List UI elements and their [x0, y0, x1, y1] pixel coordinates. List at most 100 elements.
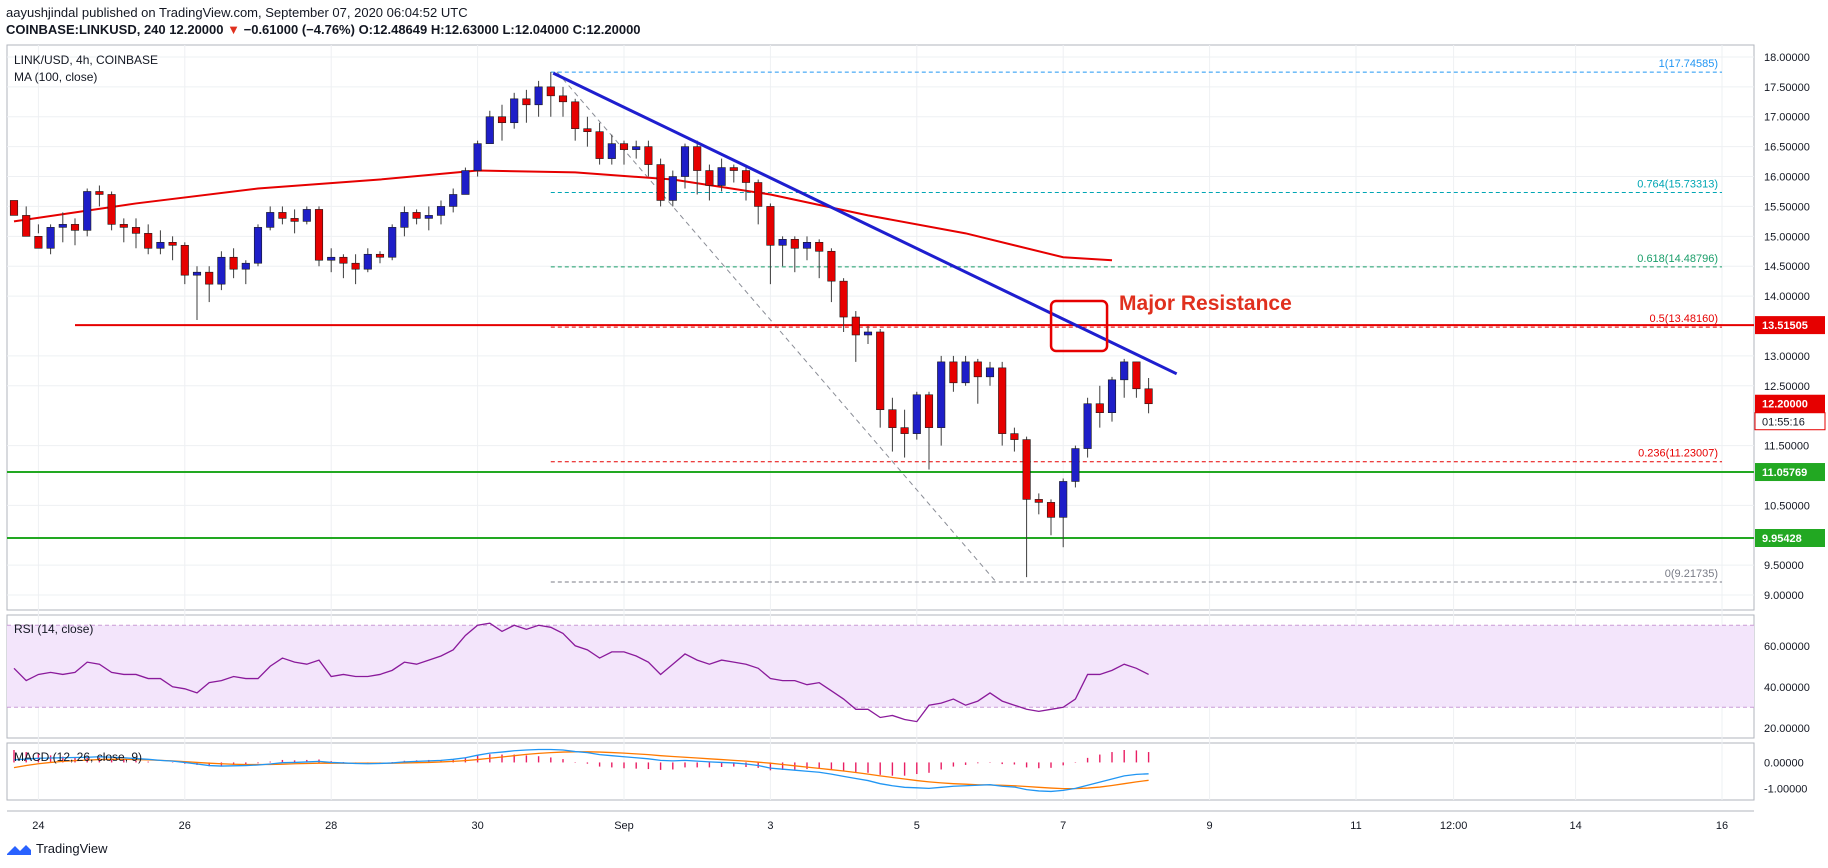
fib-level-label: 0.5(13.48160) — [1650, 313, 1719, 325]
price-pane[interactable]: 1(17.74585) 0.764(15.73313) 0.618(14.48796… — [7, 58, 1754, 583]
candle-body — [998, 367, 1007, 434]
countdown-bg — [1754, 412, 1826, 431]
candle-body — [375, 253, 385, 258]
candle-body — [778, 239, 787, 246]
candle — [375, 251, 385, 264]
candle — [546, 71, 555, 117]
candle-body — [558, 95, 568, 103]
candle-body — [46, 227, 55, 249]
candle — [876, 328, 885, 428]
candle — [168, 236, 177, 261]
high-value: 12.63000 — [444, 22, 499, 37]
price-tick-label: 15.00000 — [1764, 231, 1810, 243]
candle — [497, 104, 507, 141]
candle — [388, 224, 397, 261]
candle-body — [70, 224, 80, 231]
macd-tick-label: -1.00000 — [1764, 783, 1807, 795]
candle-body — [497, 116, 507, 124]
candle — [900, 409, 909, 458]
candle-body — [754, 182, 763, 207]
candle — [46, 224, 55, 255]
open-value: 12.48649 — [373, 22, 428, 37]
candle — [314, 206, 324, 267]
candle — [119, 218, 128, 243]
tradingview-brand[interactable]: TradingView — [6, 841, 108, 856]
support-price-tag-bg — [1755, 463, 1825, 482]
fib-level-label: 0.764(15.73313) — [1637, 178, 1718, 190]
macd-pane[interactable] — [13, 748, 1150, 793]
pane-border-0 — [6, 44, 1755, 611]
candle-body — [34, 236, 43, 249]
rsi-line — [13, 622, 1149, 723]
candle-body — [534, 86, 543, 106]
rsi-pane[interactable] — [7, 622, 1754, 723]
candle-body — [546, 86, 555, 97]
candle-body — [1083, 403, 1092, 449]
candle-body — [388, 227, 397, 258]
candle-body — [790, 239, 799, 249]
candle — [1010, 427, 1019, 452]
candle — [571, 98, 580, 141]
candle — [741, 164, 751, 201]
price-tick-label: 12.50000 — [1764, 381, 1810, 393]
low-value: 12.04000 — [514, 22, 569, 37]
candle-body — [839, 280, 848, 318]
rsi-band — [7, 625, 1754, 708]
candle-body — [900, 427, 909, 434]
candle-body — [180, 244, 189, 276]
candle-body — [571, 101, 580, 130]
pair-label: LINK/USD, 4h, COINBASE — [14, 53, 158, 67]
time-tick-label: Sep — [614, 820, 634, 832]
resistance-highlight-box — [1049, 299, 1109, 353]
candle — [937, 355, 946, 446]
high-label: H: — [430, 22, 445, 37]
macd-signal-line — [13, 751, 1149, 790]
fib-level-label: 0.236(11.23007) — [1638, 448, 1718, 460]
candle-body — [729, 167, 738, 171]
candle-body — [949, 361, 958, 384]
candle-body — [973, 361, 982, 378]
candle — [95, 185, 104, 207]
candle-body — [1022, 439, 1031, 500]
candle-body — [412, 212, 421, 219]
candle-body — [58, 224, 67, 228]
candle-body — [1046, 502, 1056, 518]
ma-label: MA (100, close) — [14, 70, 97, 84]
change-value: −0.61000 (−4.76%) — [243, 22, 355, 37]
ohlc-line: COINBASE:LINKUSD, 240 12.20000 ▼ −0.6100… — [6, 22, 641, 37]
candle-body — [95, 191, 104, 195]
resistance-price-tag-bg — [1755, 316, 1825, 335]
major-resistance-annotation: Major Resistance — [1119, 292, 1292, 315]
ma100-line — [13, 169, 1113, 262]
candle-body — [1059, 481, 1068, 518]
candle — [644, 140, 653, 177]
candle — [558, 86, 568, 117]
candle-body — [217, 256, 226, 285]
support-price-tag: 11.05769 — [1762, 467, 1807, 479]
candle-body — [400, 212, 409, 228]
candle-body — [656, 164, 665, 201]
price-tick-label: 17.00000 — [1764, 112, 1810, 124]
candle — [156, 230, 165, 255]
candle — [766, 203, 775, 285]
candle — [290, 209, 299, 234]
price-tick-label: 14.00000 — [1764, 291, 1810, 303]
candle-body — [888, 409, 897, 428]
candle — [485, 110, 494, 144]
time-tick-label: 11 — [1350, 820, 1361, 832]
close-value: 12.20000 — [586, 22, 641, 37]
candle-body — [290, 218, 299, 222]
candle-body — [314, 209, 324, 261]
candle — [729, 164, 738, 183]
candle — [510, 92, 519, 129]
author-name[interactable]: aayushjindal — [6, 5, 79, 20]
candle — [668, 170, 677, 207]
price-tick-label: 16.00000 — [1764, 172, 1810, 184]
candle-body — [1071, 448, 1080, 482]
candle-body — [339, 256, 348, 264]
price-tick-label: 9.00000 — [1764, 590, 1804, 602]
candle-body — [363, 253, 372, 270]
resistance-price-tag: 13.51505 — [1762, 320, 1808, 332]
candle-body — [583, 128, 592, 132]
